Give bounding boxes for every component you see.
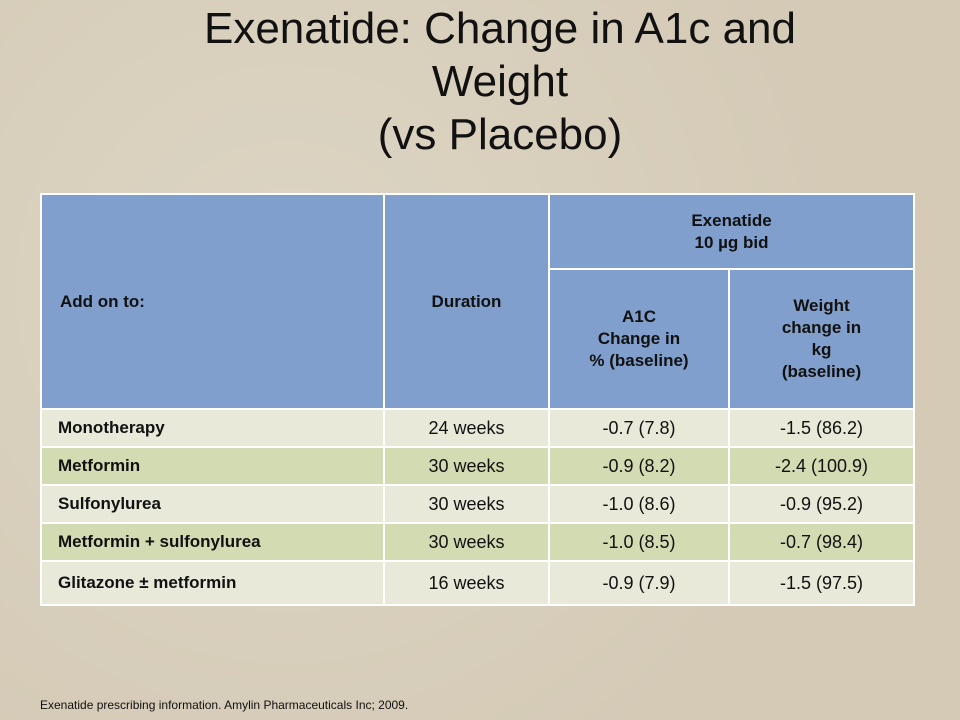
table-cell: 30 weeks [383, 522, 550, 562]
table-cell: -0.9 (7.9) [548, 560, 730, 606]
header-line: Exenatide [691, 210, 772, 230]
table-cell: Monotherapy [40, 408, 385, 448]
title-line: (vs Placebo) [377, 110, 623, 159]
header-line: Change in [597, 329, 681, 348]
header-line: kg [811, 340, 832, 359]
footnote: Exenatide prescribing information. Amyli… [40, 698, 409, 712]
table-row: Glitazone ± metformin 16 weeks -0.9 (7.9) -… [40, 560, 915, 606]
header-line: Weight [793, 296, 850, 315]
table-cell: 24 weeks [383, 408, 550, 448]
title-line: Weight [431, 57, 569, 106]
table-cell: -0.7 (7.8) [548, 408, 730, 448]
table-cell: -0.7 (98.4) [728, 522, 915, 562]
table-row: Sulfonylurea 30 weeks -1.0 (8.6) -0.9 (95.2… [40, 484, 915, 524]
header-line: % (baseline) [589, 351, 689, 370]
table-cell: 30 weeks [383, 446, 550, 486]
header-cell: Add on to: [40, 193, 385, 410]
table-cell: -1.5 (97.5) [728, 560, 915, 606]
slide-title: Exenatide: Change in A1c and Weight (vs Pl… [60, 2, 940, 161]
table-row: Metformin 30 weeks -0.9 (8.2) -2.4 (100.9) [40, 446, 915, 486]
table-cell: -0.9 (95.2) [728, 484, 915, 524]
table-cell: -0.9 (8.2) [548, 446, 730, 486]
table-cell: -1.0 (8.6) [548, 484, 730, 524]
table-cell: Glitazone ± metformin [40, 560, 385, 606]
table-cell: 30 weeks [383, 484, 550, 524]
header-line: (baseline) [781, 362, 862, 381]
header-cell: Weight change in kg (baseline) [728, 268, 915, 410]
results-table: Add on to: Duration Exenatide 10 µg bid A… [40, 193, 915, 606]
group-header: Exenatide 10 µg bid [548, 193, 915, 270]
table-cell: Metformin + sulfonylurea [40, 522, 385, 562]
header-line: A1C [621, 307, 656, 326]
header-cell: Duration [383, 193, 550, 410]
table-cell: Metformin [40, 446, 385, 486]
header-line: 10 µg bid [694, 232, 769, 252]
title-line: Exenatide: Change in A1c and [203, 4, 796, 53]
header-row: A1C Change in % (baseline) Weight change in… [41, 268, 915, 410]
table-cell: -1.0 (8.5) [548, 522, 730, 562]
header-cell: A1C Change in % (baseline) [548, 268, 730, 410]
table-row: Metformin + sulfonylurea 30 weeks -1.0 (8.… [40, 522, 915, 562]
header-row: Add on to: Duration Exenatide 10 µg bid [40, 193, 915, 410]
table-cell: -2.4 (100.9) [728, 446, 915, 486]
table-cell: -1.5 (86.2) [728, 408, 915, 448]
table-cell: 16 weeks [383, 560, 550, 606]
header-line: change in [781, 318, 862, 337]
table-row: Monotherapy 24 weeks -0.7 (7.8) -1.5 (86.2) [40, 408, 915, 448]
table-cell: Sulfonylurea [40, 484, 385, 524]
